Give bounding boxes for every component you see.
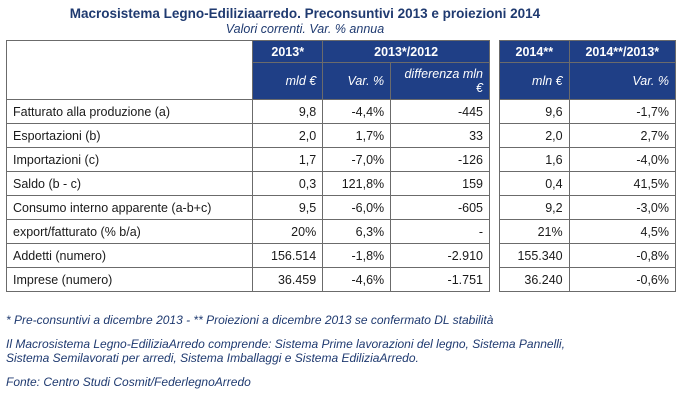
cell-var-pct-2014: 2,7% — [568, 123, 677, 148]
header-mld-eur: mld € — [252, 62, 324, 100]
cell-value-2014: 9,2 — [499, 195, 570, 220]
cell-value-2013: 20% — [252, 219, 324, 244]
cell-var-pct-2014: -1,7% — [568, 99, 677, 124]
row-label: Fatturato alla produzione (a) — [5, 99, 254, 124]
header-2013-vs-2012: 2013*/2012 — [322, 40, 490, 63]
cell-difference: -2.910 — [390, 243, 490, 268]
cell-value-2013: 36.459 — [252, 267, 324, 292]
footnote: * Pre-consuntivi a dicembre 2013 - ** Pr… — [6, 313, 494, 327]
cell-difference: 159 — [390, 171, 490, 196]
composition-note-line-2: Sistema Semilavorati per arredi, Sistema… — [6, 351, 419, 365]
cell-var-pct: -4,6% — [322, 267, 392, 292]
table-row: Addetti (numero) 156.514 -1,8% -2.910 — [5, 243, 490, 268]
table-row: 9,2 -3,0% — [499, 195, 677, 220]
cell-var-pct: -1,8% — [322, 243, 392, 268]
row-label: Addetti (numero) — [5, 243, 254, 268]
row-label: Importazioni (c) — [5, 147, 254, 172]
cell-value-2013: 9,8 — [252, 99, 324, 124]
table-row: 1,6 -4,0% — [499, 147, 677, 172]
composition-note-line-1: Il Macrosistema Legno-EdiliziaArredo com… — [6, 337, 565, 351]
cell-value-2014: 155.340 — [499, 243, 570, 268]
header-mln-eur: mln € — [499, 62, 570, 100]
table-row: 0,4 41,5% — [499, 171, 677, 196]
cell-var-pct: 121,8% — [322, 171, 392, 196]
cell-var-pct-2014: 4,5% — [568, 219, 677, 244]
cell-value-2014: 9,6 — [499, 99, 570, 124]
projection-data-table: 2014** 2014**/2013* mln € Var. % 9,6 -1,7… — [499, 40, 677, 292]
table-row: Esportazioni (b) 2,0 1,7% 33 — [5, 123, 490, 148]
cell-var-pct: -6,0% — [322, 195, 392, 220]
cell-difference: -126 — [390, 147, 490, 172]
cell-value-2013: 2,0 — [252, 123, 324, 148]
row-label: Esportazioni (b) — [5, 123, 254, 148]
header-differenza: differenza mln € — [390, 62, 490, 100]
header-2013: 2013* — [252, 40, 324, 63]
table-row: Importazioni (c) 1,7 -7,0% -126 — [5, 147, 490, 172]
cell-difference: -445 — [390, 99, 490, 124]
cell-var-pct-2014: -4,0% — [568, 147, 677, 172]
row-label: export/fatturato (% b/a) — [5, 219, 254, 244]
cell-difference: -1.751 — [390, 267, 490, 292]
cell-value-2013: 9,5 — [252, 195, 324, 220]
row-label: Consumo interno apparente (a-b+c) — [5, 195, 254, 220]
page-subtitle: Valori correnti. Var. % annua — [225, 22, 385, 36]
cell-var-pct-2014: -0,6% — [568, 267, 677, 292]
cell-var-pct-2014: -3,0% — [568, 195, 677, 220]
table-row: Imprese (numero) 36.459 -4,6% -1.751 — [5, 267, 490, 292]
page-title: Macrosistema Legno-Ediliziaarredo. Preco… — [69, 6, 541, 21]
table-row: 155.340 -0,8% — [499, 243, 677, 268]
cell-var-pct: 1,7% — [322, 123, 392, 148]
table-row: Fatturato alla produzione (a) 9,8 -4,4% -44… — [5, 99, 490, 124]
header-2014: 2014** — [499, 40, 570, 63]
header-var-pct: Var. % — [322, 62, 392, 100]
cell-value-2013: 156.514 — [252, 243, 324, 268]
table-row: 21% 4,5% — [499, 219, 677, 244]
cell-value-2014: 21% — [499, 219, 570, 244]
table-row: export/fatturato (% b/a) 20% 6,3% - — [5, 219, 490, 244]
cell-value-2014: 1,6 — [499, 147, 570, 172]
cell-difference: 33 — [390, 123, 490, 148]
cell-value-2014: 2,0 — [499, 123, 570, 148]
cell-var-pct: -4,4% — [322, 99, 392, 124]
header-2014-vs-2013: 2014**/2013* — [568, 40, 677, 63]
cell-var-pct-2014: -0,8% — [568, 243, 677, 268]
header-var-pct-2014: Var. % — [568, 62, 677, 100]
cell-difference: - — [390, 219, 490, 244]
row-label: Saldo (b - c) — [5, 171, 254, 196]
cell-var-pct: -7,0% — [322, 147, 392, 172]
cell-value-2013: 0,3 — [252, 171, 324, 196]
cell-value-2014: 0,4 — [499, 171, 570, 196]
table-row: Consumo interno apparente (a-b+c) 9,5 -6,0… — [5, 195, 490, 220]
row-label: Imprese (numero) — [5, 267, 254, 292]
source-note: Fonte: Centro Studi Cosmit/FederlegnoArr… — [6, 375, 251, 389]
table-row: 9,6 -1,7% — [499, 99, 677, 124]
cell-difference: -605 — [390, 195, 490, 220]
cell-value-2014: 36.240 — [499, 267, 570, 292]
table-row: 36.240 -0,6% — [499, 267, 677, 292]
cell-value-2013: 1,7 — [252, 147, 324, 172]
table-row: Saldo (b - c) 0,3 121,8% 159 — [5, 171, 490, 196]
header-empty-cell — [5, 40, 254, 100]
cell-var-pct: 6,3% — [322, 219, 392, 244]
cell-var-pct-2014: 41,5% — [568, 171, 677, 196]
table-row: 2,0 2,7% — [499, 123, 677, 148]
main-data-table: 2013* 2013*/2012 mld € Var. % differenza… — [5, 40, 490, 292]
